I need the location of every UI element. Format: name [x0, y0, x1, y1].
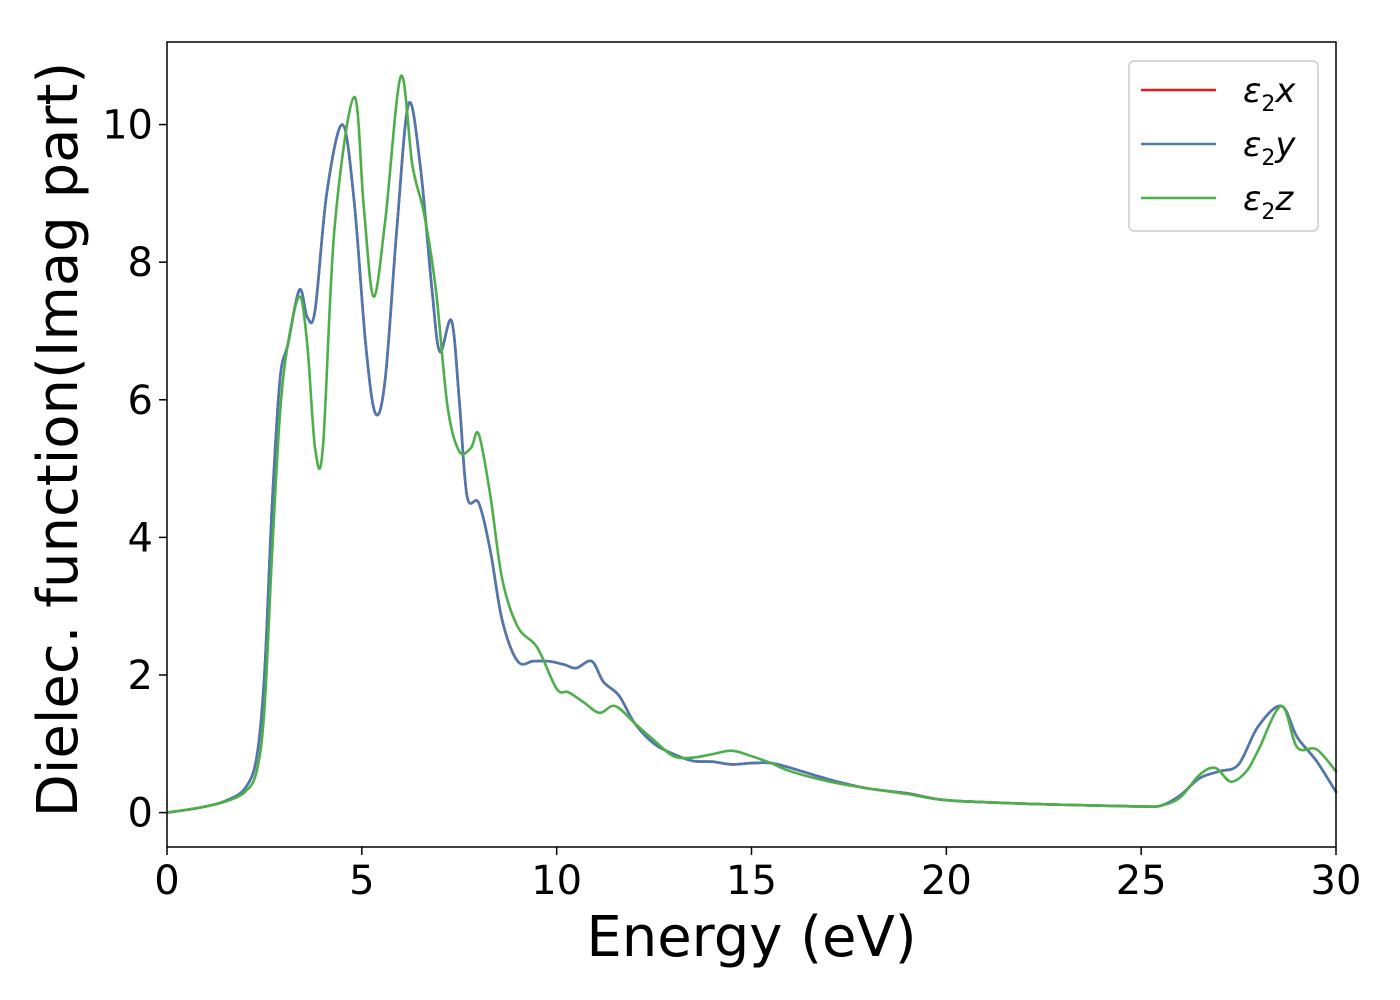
x-axis-ticks: 0 5 10 15 20 25 30	[154, 847, 1361, 904]
legend-label-epsilon: ε	[1243, 125, 1261, 165]
legend-label-component: y	[1274, 125, 1296, 165]
legend-label-y: ε2y	[1243, 125, 1296, 171]
x-tick-label: 30	[1311, 858, 1362, 904]
y-axis-ticks: 0 2 4 6 8 10	[102, 103, 167, 837]
x-tick-label: 10	[531, 858, 582, 904]
y-tick-label: 6	[128, 378, 153, 424]
x-tick-label: 5	[349, 858, 374, 904]
y-axis-title: Dielec. function(Imag part)	[26, 62, 91, 818]
series-layer	[165, 74, 1338, 814]
legend-label-component: x	[1274, 71, 1296, 111]
y-tick-label: 0	[128, 791, 153, 837]
x-axis-title: Energy (eV)	[586, 905, 916, 970]
legend-label-x: ε2x	[1243, 71, 1296, 117]
legend-label-z: ε2z	[1243, 179, 1294, 225]
legend-label-subscript: 2	[1261, 92, 1275, 117]
x-tick-label: 20	[921, 858, 972, 904]
y-tick-label: 2	[128, 653, 153, 699]
legend-label-subscript: 2	[1261, 146, 1275, 171]
x-tick-label: 25	[1116, 858, 1167, 904]
x-tick-label: 15	[726, 858, 777, 904]
x-tick-label: 0	[154, 858, 179, 904]
y-tick-label: 10	[102, 103, 153, 149]
legend-label-component: z	[1274, 179, 1294, 219]
series-line-z	[165, 74, 1338, 814]
legend-label-epsilon: ε	[1243, 71, 1261, 111]
y-tick-label: 4	[128, 515, 153, 561]
legend-label-subscript: 2	[1261, 200, 1275, 225]
legend-box	[1128, 60, 1319, 232]
legend-label-epsilon: ε	[1243, 179, 1261, 219]
y-tick-label: 8	[128, 240, 153, 286]
